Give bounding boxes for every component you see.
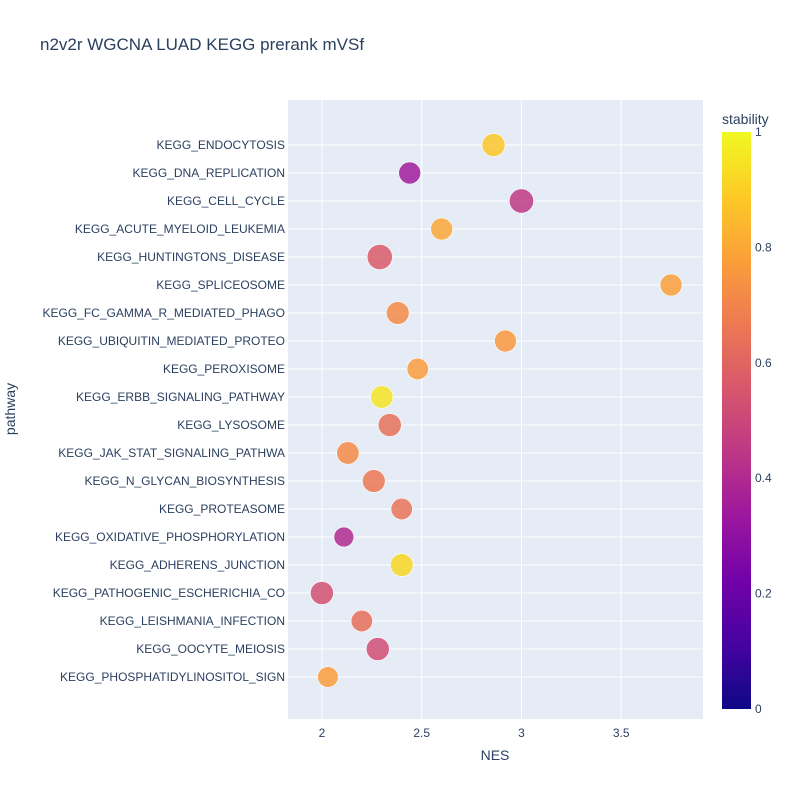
colorbar-tick-label: 0.4 (755, 471, 772, 485)
data-point[interactable] (430, 217, 453, 241)
chart-title: n2v2r WGCNA LUAD KEGG prerank mVSf (40, 35, 364, 54)
x-axis-ticks: 2 2.5 3 3.5 (319, 726, 630, 740)
data-point[interactable] (659, 273, 683, 297)
y-tick-label: KEGG_JAK_STAT_SIGNALING_PATHWA (58, 446, 285, 460)
data-point[interactable] (398, 161, 422, 185)
colorbar (722, 132, 751, 709)
data-point[interactable] (362, 469, 386, 493)
x-axis-title: NES (481, 747, 510, 763)
y-tick-label: KEGG_CELL_CYCLE (167, 194, 285, 208)
y-tick-label: KEGG_ERBB_SIGNALING_PATHWAY (76, 390, 285, 404)
y-tick-label: KEGG_ENDOCYTOSIS (157, 138, 285, 152)
x-tick-label: 3.5 (613, 726, 630, 740)
data-point[interactable] (481, 133, 506, 157)
y-tick-label: KEGG_OOCYTE_MEIOSIS (136, 642, 285, 656)
data-points[interactable] (310, 133, 683, 688)
data-point[interactable] (508, 188, 534, 214)
data-point[interactable] (366, 244, 393, 270)
colorbar-tick-label: 0.2 (755, 587, 772, 601)
y-tick-label: KEGG_OXIDATIVE_PHOSPHORYLATION (55, 530, 285, 544)
y-axis-ticks: KEGG_ENDOCYTOSIS KEGG_DNA_REPLICATION KEGG… (43, 138, 286, 684)
y-tick-label: KEGG_N_GLYCAN_BIOSYNTHESIS (84, 474, 285, 488)
y-tick-label: KEGG_PATHOGENIC_ESCHERICHIA_CO (53, 586, 285, 600)
data-point[interactable] (317, 666, 339, 688)
data-point[interactable] (365, 637, 390, 661)
y-tick-label: KEGG_FC_GAMMA_R_MEDIATED_PHAGO (43, 306, 286, 320)
data-point[interactable] (333, 526, 355, 548)
colorbar-ticks: 0 0.2 0.4 0.6 0.8 1 (755, 125, 772, 716)
y-tick-label: KEGG_LYSOSOME (177, 418, 285, 432)
data-point[interactable] (386, 301, 410, 325)
y-tick-label: KEGG_SPLICEOSOME (156, 278, 285, 292)
colorbar-tick-label: 0 (755, 702, 762, 716)
data-point[interactable] (350, 609, 373, 633)
y-tick-label: KEGG_ACUTE_MYELOID_LEUKEMIA (75, 222, 285, 236)
data-point[interactable] (370, 385, 394, 409)
data-point[interactable] (336, 441, 360, 465)
plot-area (288, 100, 703, 719)
y-tick-label: KEGG_UBIQUITIN_MEDIATED_PROTEO (58, 334, 285, 348)
data-point[interactable] (390, 497, 413, 521)
x-tick-label: 3 (518, 726, 525, 740)
y-tick-label: KEGG_PHOSPHATIDYLINOSITOL_SIGN (60, 670, 285, 684)
y-tick-label: KEGG_DNA_REPLICATION (133, 166, 285, 180)
x-tick-label: 2.5 (413, 726, 430, 740)
colorbar-tick-label: 0.6 (755, 356, 772, 370)
colorbar-tick-label: 0.8 (755, 240, 772, 254)
y-tick-label: KEGG_PEROXISOME (163, 362, 285, 376)
y-tick-label: KEGG_PROTEASOME (159, 502, 285, 516)
x-tick-label: 2 (319, 726, 326, 740)
data-point[interactable] (406, 357, 429, 381)
colorbar-title: stability (722, 111, 769, 127)
y-tick-label: KEGG_LEISHMANIA_INFECTION (100, 614, 285, 628)
y-axis-title: pathway (2, 383, 18, 435)
colorbar-tick-label: 1 (755, 125, 762, 139)
data-point[interactable] (494, 329, 517, 353)
y-tick-label: KEGG_HUNTINGTONS_DISEASE (97, 250, 285, 264)
data-point[interactable] (310, 581, 334, 605)
data-point[interactable] (390, 553, 414, 577)
data-point[interactable] (377, 413, 402, 437)
y-tick-label: KEGG_ADHERENS_JUNCTION (110, 558, 285, 572)
